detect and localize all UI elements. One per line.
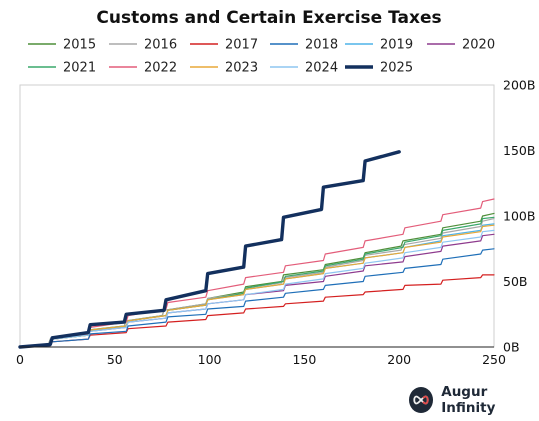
legend-item-2024: 2024 (270, 61, 338, 76)
y-tick-label: 0B (503, 340, 520, 355)
legend-item-2016: 2016 (109, 38, 177, 53)
series-line-2022 (19, 198, 495, 348)
brand: Augur Infinity (409, 384, 539, 416)
chart-title: Customs and Certain Exercise Taxes (96, 8, 441, 28)
legend-item-2022: 2022 (109, 61, 177, 76)
legend-label: 2022 (144, 61, 177, 76)
series-line-2017 (19, 274, 495, 348)
legend-item-2023: 2023 (190, 61, 258, 76)
legend: 2015 2016 2017 2018 2019 2020 2021 2022 2023 2024… (28, 38, 495, 76)
legend-item-2020: 2020 (427, 38, 495, 53)
y-tick-label: 100B (503, 209, 535, 224)
x-tick-label: 200 (387, 352, 411, 367)
y-tick-label: 150B (503, 143, 535, 158)
series-line-2025 (18, 150, 401, 349)
series-line-2018 (19, 248, 495, 348)
legend-item-2018: 2018 (270, 38, 338, 53)
legend-item-2021: 2021 (28, 61, 96, 76)
legend-label: 2018 (305, 38, 338, 53)
legend-label: 2025 (380, 61, 413, 76)
brand-name: Augur Infinity (441, 384, 496, 416)
legend-item-2025: 2025 (345, 61, 413, 76)
legend-label: 2016 (144, 38, 177, 53)
series-line-2023 (19, 224, 495, 348)
legend-item-2017: 2017 (190, 38, 258, 53)
series-line-2024 (19, 229, 495, 348)
x-tick-label: 250 (482, 352, 506, 367)
x-tick-label: 100 (198, 352, 222, 367)
x-tick-label: 0 (16, 352, 24, 367)
x-tick-label: 150 (292, 352, 316, 367)
legend-label: 2024 (305, 61, 338, 76)
y-tick-label: 50B (503, 274, 527, 289)
legend-label: 2023 (225, 61, 258, 76)
x-tick-label: 50 (107, 352, 123, 367)
legend-item-2019: 2019 (345, 38, 413, 53)
legend-label: 2021 (63, 61, 96, 76)
legend-label: 2020 (462, 38, 495, 53)
legend-label: 2015 (63, 38, 96, 53)
series-layer (18, 150, 495, 349)
infinity-icon (409, 387, 434, 413)
y-tick-label: 200B (503, 78, 535, 93)
legend-item-2015: 2015 (28, 38, 96, 53)
legend-label: 2019 (380, 38, 413, 53)
legend-label: 2017 (225, 38, 258, 53)
